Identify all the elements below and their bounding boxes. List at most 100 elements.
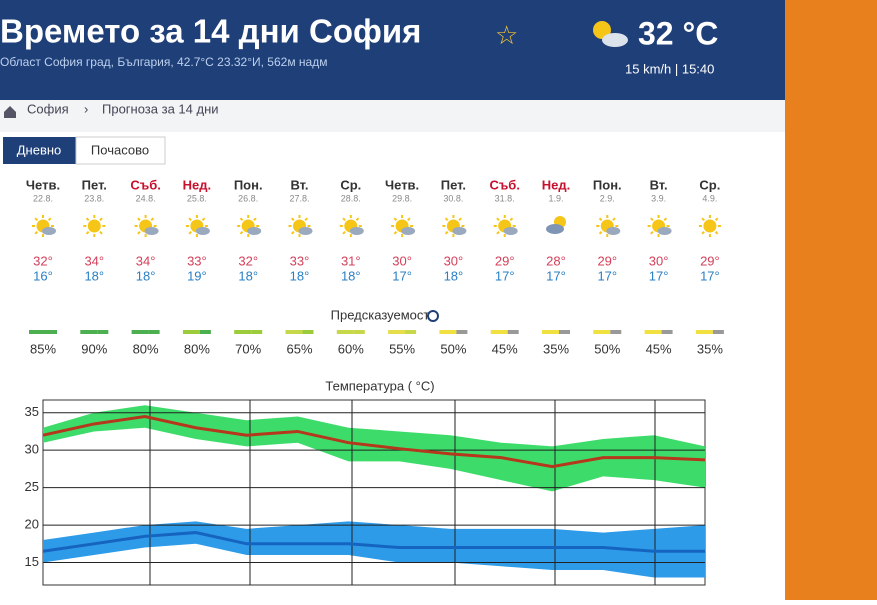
sun-ray	[291, 217, 295, 222]
weather-icon	[698, 215, 721, 237]
weather-icon	[134, 215, 159, 237]
day-date: 25.8.	[187, 193, 207, 203]
tab-inactive[interactable]	[75, 136, 166, 165]
predictability-label: 45%	[646, 341, 672, 356]
temp-high: 34°	[84, 253, 104, 268]
weather-icon	[391, 215, 416, 237]
weather-icon	[83, 215, 106, 237]
temp-high: 34°	[136, 253, 156, 268]
predictability-bar	[131, 330, 149, 334]
sun-ray	[444, 217, 449, 222]
predictability-icon	[427, 310, 439, 322]
sun	[703, 219, 717, 233]
home-icon[interactable]	[4, 106, 16, 118]
predictability-bar	[302, 330, 314, 334]
sun-ray	[701, 217, 705, 222]
day-name: Четв.	[385, 177, 419, 192]
y-tick-label: 30	[25, 442, 39, 457]
predictability-bar	[490, 330, 508, 334]
predictability-label: 65%	[286, 341, 312, 356]
predictability-bar	[507, 330, 519, 334]
predictability-bar	[199, 330, 211, 334]
predictability-label: 90%	[81, 341, 107, 356]
predictability-bar	[695, 330, 713, 334]
sun-ray	[34, 230, 39, 235]
header-bar	[0, 0, 785, 100]
sun-ray	[99, 230, 103, 235]
weather-icon	[647, 215, 672, 237]
sun-ray	[612, 217, 616, 222]
day-date: 1.9.	[548, 193, 563, 203]
weather-icon	[339, 215, 364, 237]
predictability-bar	[285, 330, 303, 334]
sun-ray	[34, 217, 39, 222]
tab-label[interactable]: Почасово	[91, 142, 149, 157]
chart-title: Температура ( °C)	[325, 378, 434, 393]
current-icon	[593, 21, 628, 47]
cloud	[546, 224, 564, 234]
temp-low: 17°	[546, 268, 566, 283]
predictability-bar	[182, 330, 200, 334]
cloud	[247, 227, 262, 235]
cloud	[298, 227, 313, 235]
predictability-label: 35%	[697, 341, 723, 356]
predictability-bar	[644, 330, 662, 334]
sun-ray	[509, 217, 514, 222]
predictability-bar	[251, 330, 263, 334]
temp-high: 29°	[700, 253, 720, 268]
predictability-bar	[97, 330, 109, 334]
sun-ray	[714, 217, 719, 222]
temp-high: 29°	[597, 253, 617, 268]
predictability-bar	[439, 330, 457, 334]
day-name: Пет.	[441, 177, 466, 192]
temp-low: 18°	[444, 268, 464, 283]
day-date: 29.8.	[392, 193, 412, 203]
cloud	[657, 227, 672, 235]
y-tick-label: 25	[25, 479, 39, 494]
favorite-star[interactable]: ☆	[495, 20, 518, 50]
predictability-label: 85%	[30, 341, 56, 356]
predictability-label: 35%	[543, 341, 569, 356]
sun-ray	[355, 217, 360, 222]
predictability-label: 80%	[184, 341, 210, 356]
tab-active[interactable]	[3, 137, 76, 164]
sun-ray	[291, 230, 295, 235]
predictability-label: 50%	[594, 341, 620, 356]
y-tick-label: 20	[25, 517, 39, 532]
day-date: 27.8.	[289, 193, 309, 203]
predictability-bar	[593, 330, 611, 334]
sun-ray	[239, 230, 244, 235]
cloud	[452, 227, 467, 235]
sun-ray	[444, 230, 449, 235]
sun-ray	[701, 230, 705, 235]
sun-ray	[598, 230, 603, 235]
current-details: 15 km/h | 15:40	[625, 61, 714, 76]
weather-icon	[32, 215, 56, 237]
cloud	[144, 227, 159, 235]
temp-low: 18°	[84, 268, 104, 283]
cloud	[606, 227, 621, 235]
sun-ray	[188, 230, 192, 235]
temp-high: 28°	[546, 253, 566, 268]
tab-label[interactable]: Дневно	[17, 142, 62, 157]
breadcrumb-link[interactable]: София	[27, 101, 69, 116]
predictability-bar	[46, 330, 57, 334]
breadcrumb-bar	[0, 100, 785, 132]
sun-ray	[458, 217, 462, 222]
sun-ray	[137, 230, 141, 235]
sun-ray	[663, 217, 668, 222]
day-name: Нед.	[183, 177, 211, 192]
day-name: Пон.	[593, 177, 622, 192]
sun-ray	[650, 217, 654, 222]
predictability-label: 60%	[338, 341, 364, 356]
predictability-label: 55%	[389, 341, 415, 356]
sun-ray	[85, 217, 90, 222]
predictability-bar	[559, 330, 570, 334]
weather-icon	[237, 215, 262, 237]
day-date: 3.9.	[651, 193, 666, 203]
predictability-bar	[542, 330, 559, 334]
predictability-bar	[234, 330, 252, 334]
sun-ray	[393, 217, 398, 222]
